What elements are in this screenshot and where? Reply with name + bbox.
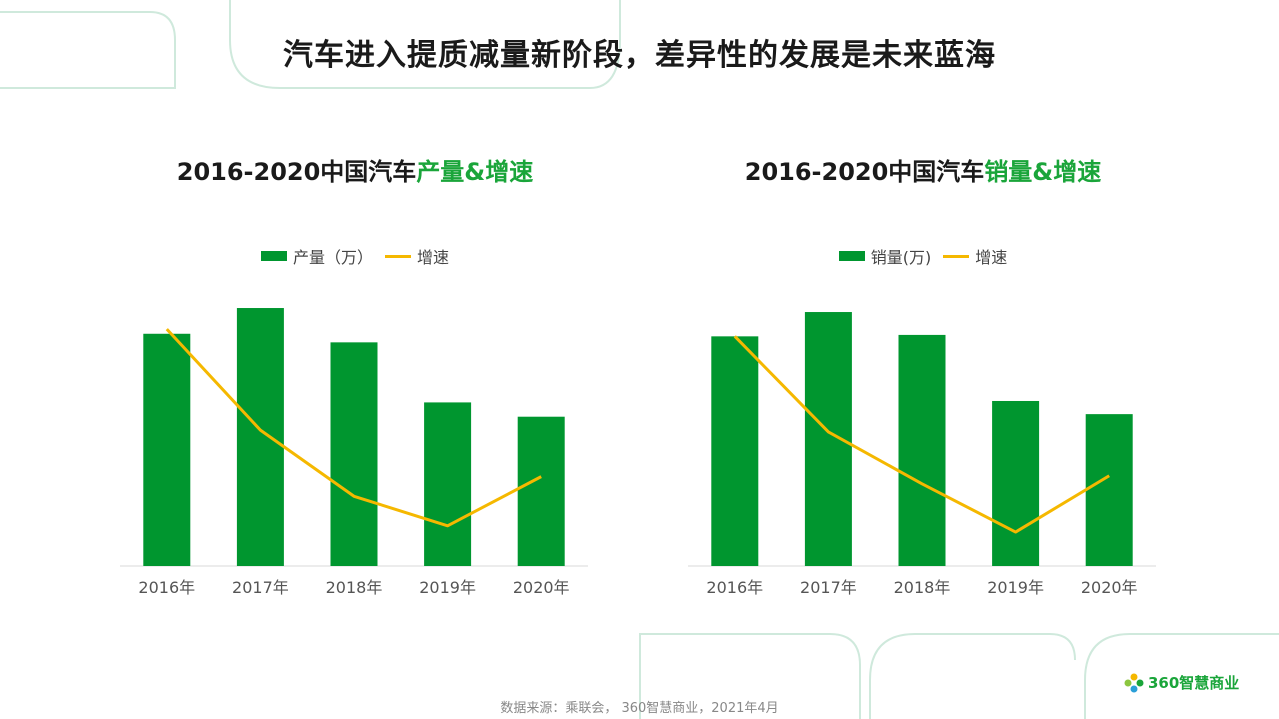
growth-line [165, 328, 542, 528]
growth-line [733, 335, 1110, 534]
sales-chart: 2016年 2017年 2018年 2019年 2020年 [688, 312, 1156, 597]
chart-title-production: 2016-2020中国汽车产量&增速 [75, 152, 635, 187]
legend-bar-label: 产量（万） [292, 248, 373, 267]
x-tick-label: 2019年 [419, 578, 476, 597]
bar-2017年 [236, 308, 284, 566]
x-tick-label: 2018年 [326, 578, 383, 597]
data-source-footnote: 数据来源：乘联会， 360智慧商业，2021年4月 [500, 701, 779, 716]
x-tick-label: 2016年 [706, 578, 763, 597]
legend-bar-label: 销量(万) [870, 248, 932, 267]
chart-title-sales: 2016-2020中国汽车销量&增速 [643, 152, 1203, 187]
chart-title-highlight: 销量&增速 [984, 158, 1102, 186]
chart-legend-sales: 销量(万) 增速 [643, 244, 1203, 268]
bar-2018年 [330, 342, 378, 566]
bar-2017年 [804, 312, 852, 566]
x-tick-label: 2017年 [800, 578, 857, 597]
legend-line-swatch [943, 254, 970, 258]
legend-line-label: 增速 [975, 248, 1008, 267]
bar-2020年 [517, 416, 565, 566]
legend-bar-swatch [260, 251, 287, 261]
pinwheel-icon [1124, 673, 1144, 692]
legend-bar-swatch [838, 251, 865, 261]
x-tick-label: 2018年 [894, 578, 951, 597]
chart-title-prefix: 2016-2020中国汽车 [744, 158, 985, 186]
brand-logo: 360智慧商业 [1124, 672, 1239, 693]
bar-2020年 [1085, 414, 1133, 566]
brand-logo-text: 360智慧商业 [1148, 674, 1240, 692]
x-tick-label: 2016年 [138, 578, 195, 597]
chart-legend-production: 产量（万） 增速 [75, 244, 635, 268]
bar-2018年 [898, 334, 946, 566]
x-tick-label: 2020年 [1081, 578, 1138, 597]
legend-line-label: 增速 [417, 248, 450, 267]
x-tick-label: 2019年 [987, 578, 1044, 597]
page-title: 汽车进入提质减量新阶段，差异性的发展是未来蓝海 [283, 38, 996, 73]
bar-2019年 [424, 402, 472, 566]
bar-2016年 [711, 336, 759, 566]
bar-2019年 [992, 400, 1040, 566]
production-chart: 2016年 2017年 2018年 2019年 2020年 [120, 308, 588, 597]
legend-line-swatch [385, 254, 411, 258]
bar-2016年 [143, 333, 191, 566]
chart-title-prefix: 2016-2020中国汽车 [176, 158, 417, 186]
chart-title-highlight: 产量&增速 [416, 158, 534, 186]
x-tick-label: 2017年 [232, 578, 289, 597]
x-tick-label: 2020年 [513, 578, 570, 597]
